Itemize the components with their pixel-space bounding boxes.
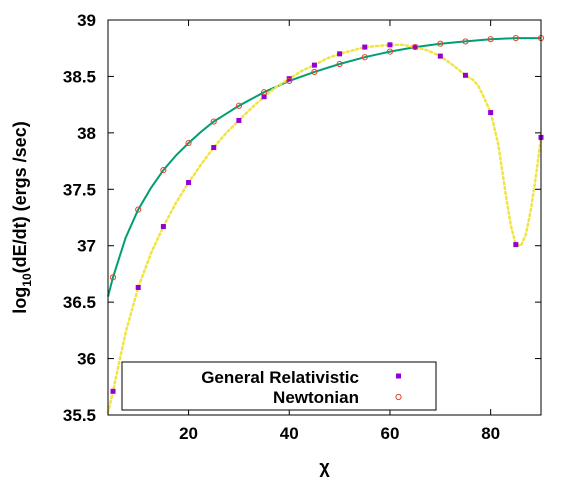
point-general-relativistic bbox=[412, 44, 418, 50]
point-newtonian bbox=[361, 54, 368, 61]
point-general-relativistic bbox=[311, 62, 317, 68]
x-axis-label: χ bbox=[319, 457, 330, 477]
point-general-relativistic bbox=[261, 94, 267, 100]
y-axis-label-subscript: 10 bbox=[20, 273, 34, 287]
point-general-relativistic bbox=[387, 42, 393, 48]
point-general-relativistic bbox=[437, 53, 443, 59]
point-general-relativistic bbox=[488, 110, 494, 116]
y-axis-label: log10(dE/dt) (ergs /sec) bbox=[10, 121, 34, 313]
x-tick-label: 20 bbox=[179, 424, 198, 443]
y-tick-label: 36.5 bbox=[63, 293, 96, 312]
legend-marker-newtonian bbox=[395, 393, 402, 401]
y-axis-label-rest: (dE/dt) (ergs /sec) bbox=[10, 121, 30, 273]
y-tick-label: 39 bbox=[77, 11, 96, 30]
point-newtonian bbox=[386, 48, 394, 55]
ticks-layer: 20 40 60 80 35.5 36 36.5 37 37.5 38 38.5 39 bbox=[63, 11, 541, 443]
x-tick-label: 60 bbox=[380, 424, 399, 443]
curve-solid bbox=[107, 37, 541, 297]
y-tick-label: 37.5 bbox=[63, 180, 96, 199]
point-newtonian bbox=[135, 206, 142, 213]
point-newtonian bbox=[286, 77, 293, 85]
legend-label-general-relativistic: General Relativistic bbox=[201, 368, 359, 387]
plot-frame bbox=[107, 19, 542, 416]
point-general-relativistic bbox=[462, 72, 468, 78]
y-tick-label: 36 bbox=[77, 350, 96, 369]
point-newtonian bbox=[412, 43, 419, 51]
y-tick-label: 38.5 bbox=[63, 67, 96, 86]
y-tick-label: 37 bbox=[77, 237, 96, 256]
point-newtonian bbox=[311, 68, 318, 76]
legend-label-newtonian: Newtonian bbox=[273, 388, 359, 407]
point-general-relativistic bbox=[110, 388, 116, 394]
point-newtonian bbox=[235, 102, 243, 109]
curve-dotted bbox=[106, 43, 543, 414]
point-newtonian bbox=[160, 167, 167, 174]
legend: General Relativistic Newtonian bbox=[121, 361, 437, 411]
point-general-relativistic bbox=[135, 284, 141, 290]
markers-layer bbox=[109, 34, 545, 394]
y-axis-label-main: log bbox=[10, 287, 30, 314]
x-tick-label: 40 bbox=[280, 424, 299, 443]
curves-layer bbox=[106, 37, 543, 414]
point-general-relativistic bbox=[362, 44, 368, 50]
point-newtonian bbox=[185, 139, 192, 147]
legend-box bbox=[121, 361, 437, 411]
point-newtonian bbox=[109, 274, 117, 281]
point-newtonian bbox=[512, 34, 519, 42]
point-newtonian bbox=[210, 118, 217, 125]
point-general-relativistic bbox=[337, 51, 343, 57]
legend-marker-general-relativistic bbox=[396, 373, 401, 379]
point-newtonian bbox=[437, 40, 444, 47]
point-general-relativistic bbox=[160, 224, 166, 230]
point-newtonian bbox=[336, 60, 343, 68]
point-general-relativistic bbox=[236, 117, 242, 123]
y-tick-label: 35.5 bbox=[63, 406, 96, 425]
x-tick-label: 80 bbox=[481, 424, 500, 443]
point-newtonian bbox=[462, 38, 469, 45]
y-tick-label: 38 bbox=[77, 124, 96, 143]
point-newtonian bbox=[487, 36, 494, 43]
point-newtonian bbox=[260, 89, 268, 96]
point-general-relativistic bbox=[211, 145, 217, 151]
point-general-relativistic bbox=[513, 242, 519, 248]
point-general-relativistic bbox=[186, 180, 192, 186]
